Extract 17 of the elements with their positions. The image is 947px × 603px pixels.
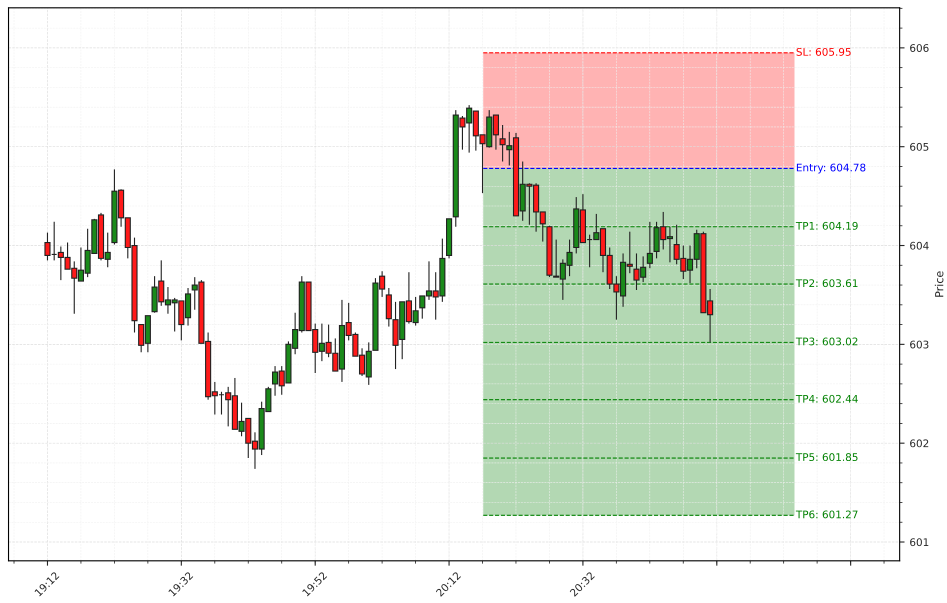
y-tick-label: 603 (910, 340, 928, 348)
ref-line-label: TP5: 601.85 (796, 453, 858, 462)
ref-line-label: SL: 605.95 (796, 48, 851, 56)
ref-line-label: TP6: 601.27 (796, 510, 858, 518)
y-tick-label: 606 (910, 44, 929, 52)
ref-line-label: TP2: 603.61 (796, 279, 858, 288)
ref-line-label: TP1: 604.19 (796, 222, 858, 230)
y-tick-label: 602 (910, 439, 928, 448)
y-tick-label: 605 (910, 142, 928, 151)
y-tick-label: 604 (910, 242, 929, 250)
ref-line-label: Entry: 604.78 (796, 164, 866, 174)
ref-line-label: TP4: 602.44 (796, 394, 858, 403)
candlestick (646, 221, 653, 269)
y-axis-title: Price (934, 271, 944, 297)
y-tick-label: 601 (910, 538, 928, 546)
candlestick (386, 287, 392, 328)
ref-line-label: TP3: 603.02 (796, 338, 858, 346)
